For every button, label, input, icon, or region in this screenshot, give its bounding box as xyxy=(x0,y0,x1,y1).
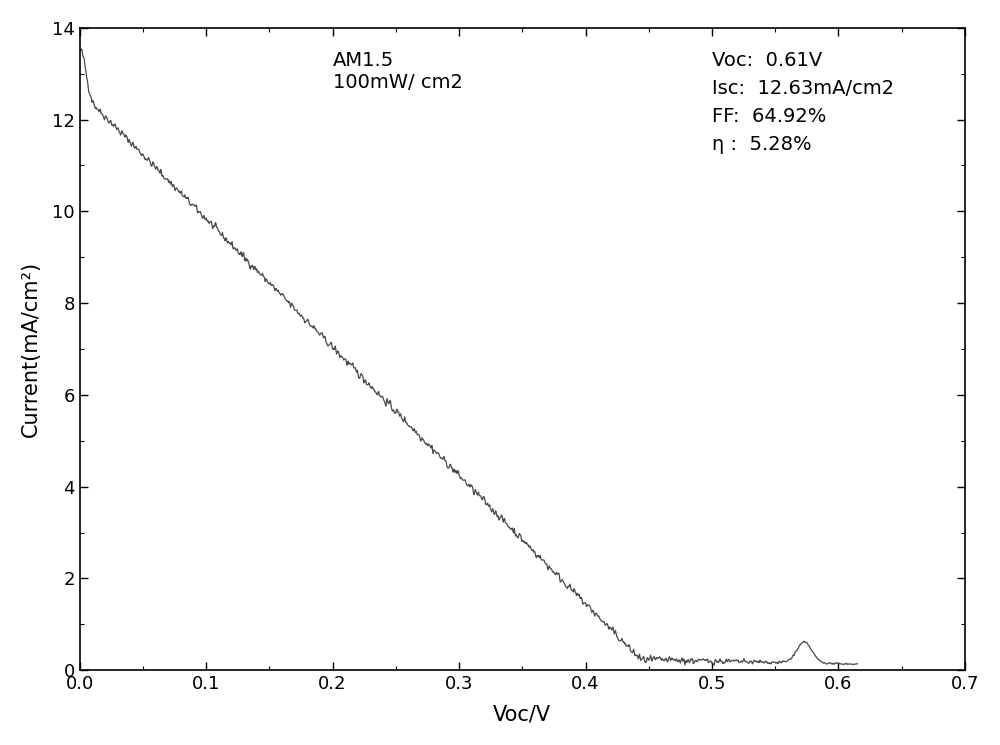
Text: AM1.5
100mW/ cm2: AM1.5 100mW/ cm2 xyxy=(333,51,462,92)
Text: Voc:  0.61V
Isc:  12.63mA/cm2
FF:  64.92%
η :  5.28%: Voc: 0.61V Isc: 12.63mA/cm2 FF: 64.92% η… xyxy=(712,51,894,153)
Y-axis label: Current(mA/cm²): Current(mA/cm²) xyxy=(21,261,41,437)
X-axis label: Voc/V: Voc/V xyxy=(493,704,551,724)
